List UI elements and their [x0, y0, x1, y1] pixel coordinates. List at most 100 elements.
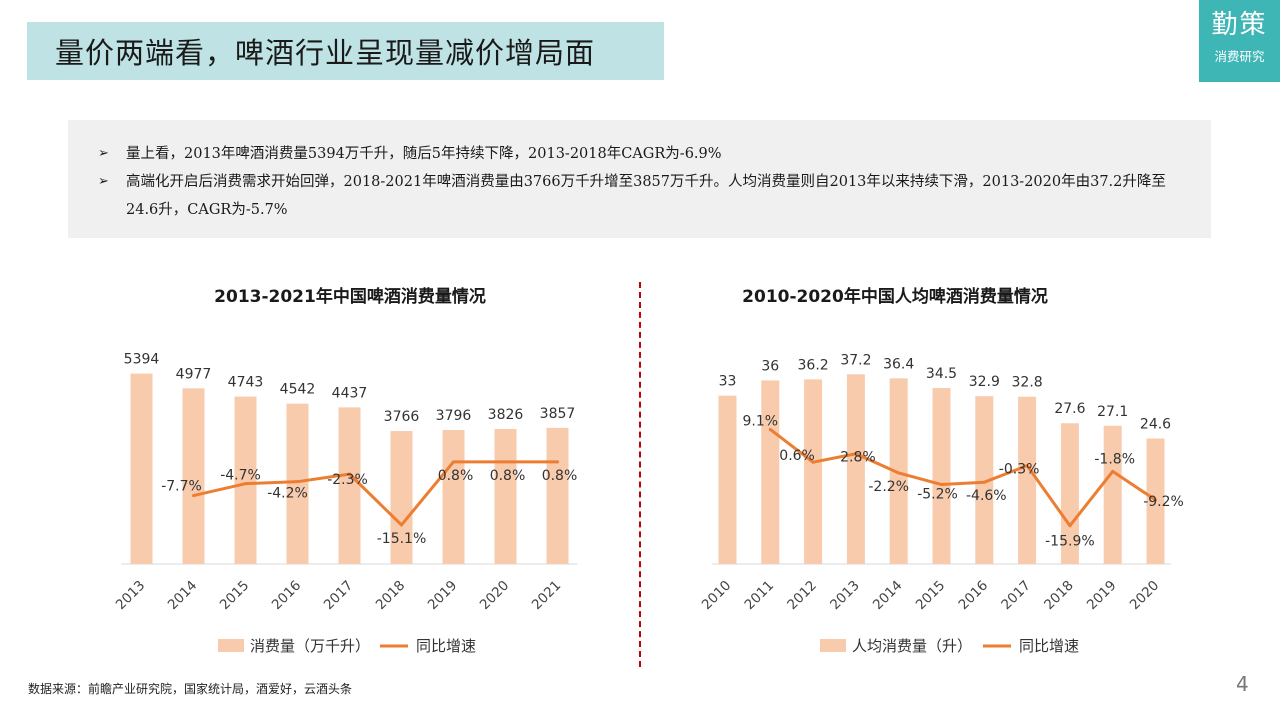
bar	[932, 388, 951, 564]
growth-value-label: -1.8%	[1094, 451, 1135, 467]
bar	[975, 396, 994, 564]
growth-value-label: 0.8%	[490, 468, 526, 484]
beer-consumption-chart: 2013-2021年中国啤酒消费量情况 5394 4977 4743 4542 4437 3…	[100, 280, 610, 665]
x-tick-label: 2017	[321, 578, 357, 614]
brand-logo: 勤策 消费研究	[1199, 0, 1280, 82]
bar	[234, 396, 257, 564]
legend-bar-label: 人均消费量（升）	[852, 637, 972, 655]
growth-point	[982, 480, 986, 484]
x-tick-label: 2015	[913, 578, 949, 614]
growth-point	[296, 480, 299, 484]
x-tick-label: 2018	[1041, 578, 1077, 614]
bar	[494, 428, 517, 564]
x-tick-label: 2011	[742, 578, 778, 614]
x-tick-label: 2015	[217, 578, 253, 614]
arrow-bullet-icon: ➢	[98, 146, 109, 161]
bar	[718, 395, 737, 564]
bar	[338, 407, 361, 564]
growth-value-label: 0.6%	[779, 448, 815, 464]
growth-point	[1154, 498, 1157, 502]
x-tick-label: 2014	[165, 578, 201, 614]
x-tick-label: 2014	[870, 578, 906, 614]
bar-value-label: 36	[761, 358, 779, 374]
bar-value-label: 33	[719, 374, 737, 390]
growth-point	[556, 460, 559, 464]
growth-value-label: -4.7%	[220, 468, 261, 484]
bar	[442, 430, 465, 564]
growth-value-label: -0.3%	[999, 462, 1040, 478]
growth-point	[348, 472, 351, 476]
bar	[761, 380, 780, 564]
growth-point	[854, 452, 858, 456]
bar-value-label: 32.8	[1012, 375, 1043, 391]
bar	[804, 379, 823, 564]
beer-consumption-chart-svg: 2013-2021年中国啤酒消费量情况 5394 4977 4743 4542 4437 3…	[113, 286, 578, 655]
chart-divider	[639, 282, 641, 667]
growth-point	[452, 460, 455, 464]
bar-value-label: 3766	[384, 409, 420, 425]
growth-value-label: -9.2%	[1143, 494, 1184, 510]
growth-point	[811, 460, 815, 464]
bar-value-label: 5394	[124, 352, 160, 368]
summary-text: 量上看，2013年啤酒消费量5394万千升，随后5年持续下降，2013-2018…	[126, 146, 722, 162]
growth-value-label: -15.1%	[377, 531, 427, 547]
growth-point	[1068, 524, 1072, 528]
brand-name: 勤策	[1211, 10, 1268, 40]
bar	[1060, 423, 1079, 564]
growth-value-label: -15.9%	[1045, 534, 1095, 550]
summary-item: ➢ 高端化开启后消费需求开始回弹，2018-2021年啤酒消费量由3766万千升…	[98, 168, 1181, 224]
legend-line-label: 同比增速	[1019, 637, 1079, 655]
bar	[286, 403, 309, 564]
legend-bar-swatch	[820, 639, 846, 652]
summary-list: ➢ 量上看，2013年啤酒消费量5394万千升，随后5年持续下降，2013-20…	[98, 140, 1181, 224]
summary-box: ➢ 量上看，2013年啤酒消费量5394万千升，随后5年持续下降，2013-20…	[68, 120, 1211, 238]
bar	[1103, 425, 1122, 564]
x-tick-label: 2017	[998, 578, 1034, 614]
chart-title: 2013-2021年中国啤酒消费量情况	[214, 286, 486, 307]
x-tick-label: 2020	[477, 578, 513, 614]
data-source-note: 数据来源：前瞻产业研究院，国家统计局，酒爱好，云酒头条	[28, 682, 353, 696]
brand-subtitle: 消费研究	[1214, 49, 1265, 64]
x-tick-label: 2016	[956, 578, 992, 614]
bar	[390, 431, 413, 564]
bar-value-label: 3796	[436, 408, 472, 424]
growth-value-label: -2.3%	[327, 472, 368, 488]
bar	[889, 378, 908, 564]
arrow-bullet-icon: ➢	[98, 174, 109, 189]
growth-point	[192, 494, 195, 498]
bar-value-label: 24.6	[1140, 417, 1171, 433]
page-number: 4	[1236, 672, 1249, 696]
bar	[182, 388, 205, 564]
growth-value-label: 2.8%	[840, 450, 876, 466]
growth-point	[1025, 464, 1029, 468]
growth-point	[1111, 469, 1115, 473]
bar-value-label: 4743	[228, 375, 264, 391]
slide-title-box: 量价两端看，啤酒行业呈现量减价增局面	[27, 22, 664, 80]
bar-value-label: 4437	[332, 385, 368, 401]
legend-bar-swatch	[218, 639, 244, 652]
growth-value-label: 0.8%	[542, 468, 578, 484]
bar-value-label: 27.1	[1097, 404, 1128, 420]
legend-line-label: 同比增速	[416, 637, 476, 655]
growth-point	[244, 482, 247, 486]
summary-item: ➢ 量上看，2013年啤酒消费量5394万千升，随后5年持续下降，2013-20…	[98, 140, 1181, 168]
summary-text: 高端化开启后消费需求开始回弹，2018-2021年啤酒消费量由3766万千升增至…	[126, 174, 1166, 218]
x-tick-label: 2012	[784, 578, 820, 614]
legend-bar-label: 消费量（万千升）	[250, 637, 370, 655]
growth-value-label: -2.2%	[868, 479, 909, 495]
growth-point	[400, 523, 403, 527]
per-capita-chart-svg: 2010-2020年中国人均啤酒消费量情况 33 36 36.2 37.2 36.4 34.…	[699, 286, 1184, 655]
bar	[1018, 396, 1037, 564]
growth-value-label: 9.1%	[743, 413, 779, 429]
per-capita-chart: 2010-2020年中国人均啤酒消费量情况 33 36 36.2 37.2 36.4 34.…	[690, 280, 1200, 665]
bar-value-label: 3826	[488, 407, 524, 423]
growth-value-label: -5.2%	[917, 487, 958, 503]
growth-point	[504, 460, 507, 464]
x-tick-label: 2019	[1084, 578, 1120, 614]
bar-value-label: 32.9	[969, 374, 1000, 390]
bar-value-label: 36.4	[883, 356, 914, 372]
growth-line	[769, 428, 1157, 528]
growth-point	[940, 483, 943, 487]
bar-value-label: 36.2	[798, 357, 829, 373]
slide-title: 量价两端看，啤酒行业呈现量减价增局面	[55, 36, 596, 70]
